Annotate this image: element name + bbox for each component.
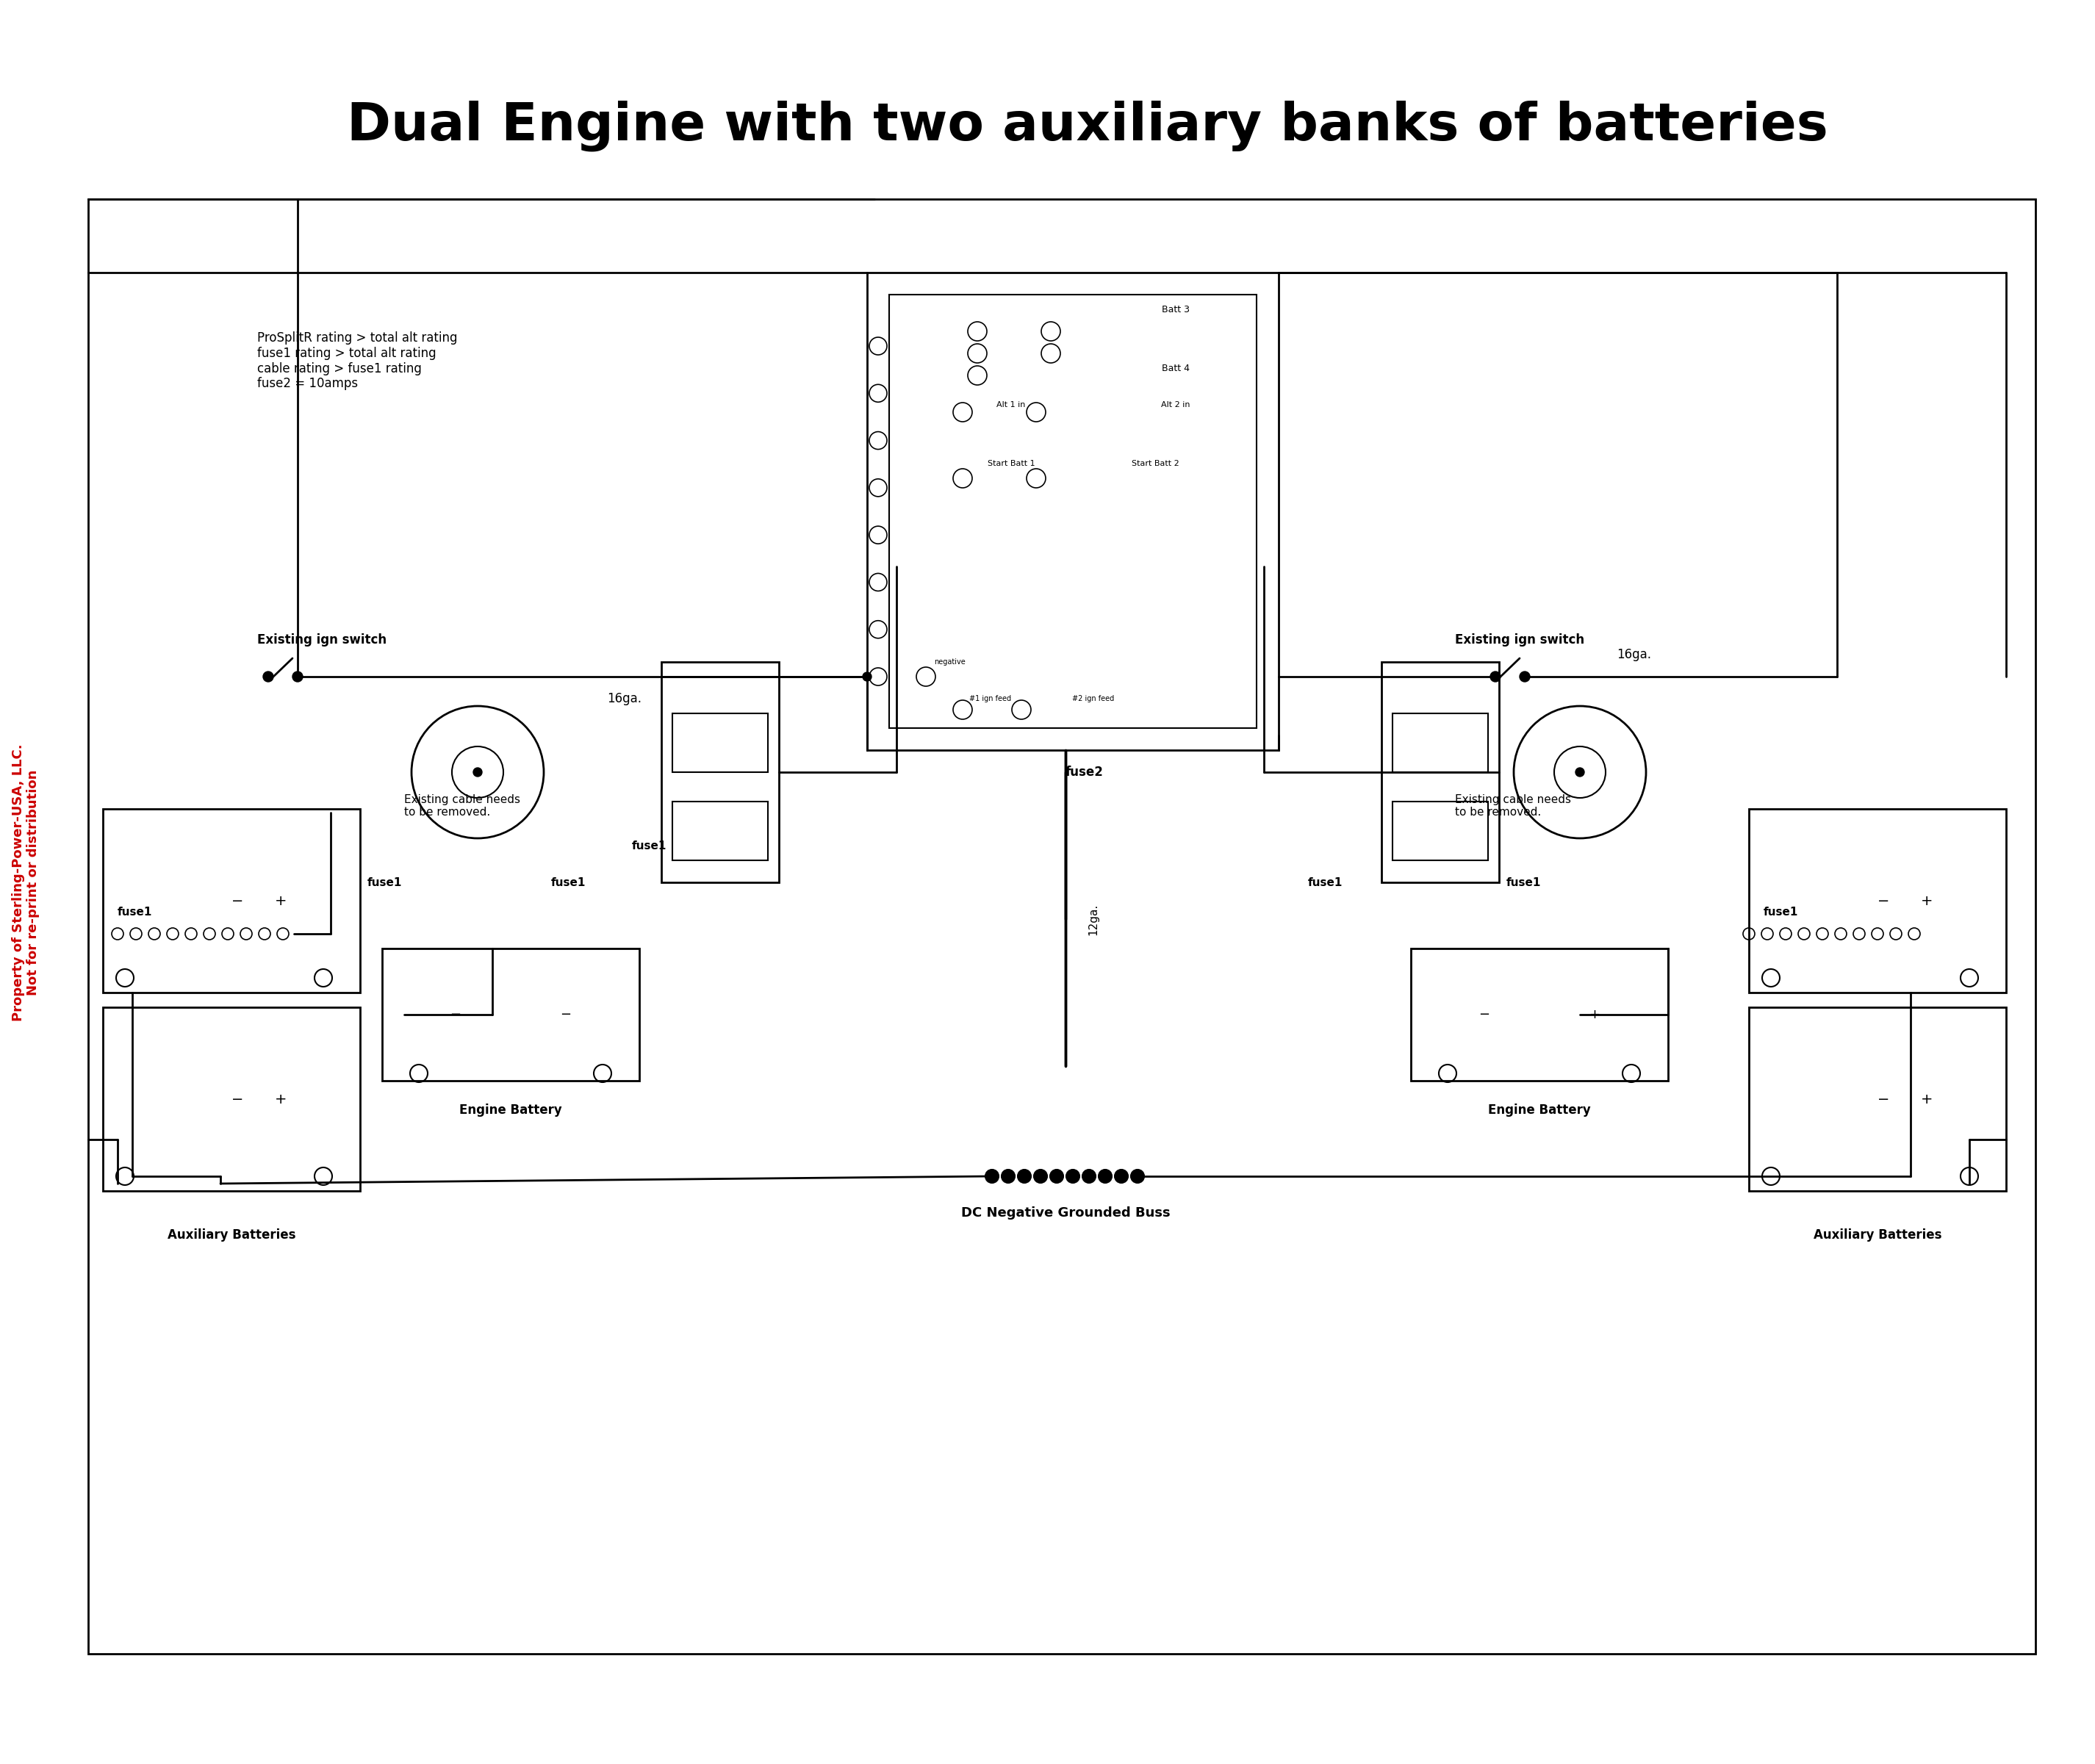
Bar <box>1410 949 1668 1081</box>
Text: DC Negative Grounded Buss: DC Negative Grounded Buss <box>962 1207 1171 1219</box>
Text: +: + <box>274 894 287 908</box>
Circle shape <box>1098 1170 1112 1184</box>
Text: fuse1: fuse1 <box>117 907 153 917</box>
Text: fuse1: fuse1 <box>1307 877 1343 887</box>
Text: Start Batt 2: Start Batt 2 <box>1131 460 1179 467</box>
Circle shape <box>1575 767 1584 776</box>
Text: fuse1: fuse1 <box>1506 877 1542 887</box>
Circle shape <box>1131 1170 1144 1184</box>
Circle shape <box>473 767 482 776</box>
Text: 16ga.: 16ga. <box>1617 647 1651 662</box>
Text: Property of Sterling-Power-USA, LLC.
Not for re-print or distribution: Property of Sterling-Power-USA, LLC. Not… <box>10 744 40 1021</box>
Bar <box>1381 662 1500 882</box>
Text: +: + <box>1590 1007 1601 1021</box>
Bar <box>381 949 639 1081</box>
Circle shape <box>1035 1170 1048 1184</box>
Text: −: − <box>230 1092 243 1106</box>
Circle shape <box>1115 1170 1127 1184</box>
Bar <box>888 295 1257 729</box>
Circle shape <box>1050 1170 1064 1184</box>
Text: −: − <box>450 1007 461 1021</box>
Circle shape <box>293 672 304 683</box>
Text: Engine Battery: Engine Battery <box>459 1104 561 1117</box>
Bar <box>867 273 1278 750</box>
Text: −: − <box>1877 894 1890 908</box>
Text: −: − <box>1877 1092 1890 1106</box>
Text: Dual Engine with two auxiliary banks of batteries: Dual Engine with two auxiliary banks of … <box>348 101 1829 152</box>
Text: Start Batt 1: Start Batt 1 <box>987 460 1035 467</box>
Bar <box>672 801 769 861</box>
Text: −: − <box>559 1007 572 1021</box>
Circle shape <box>1519 672 1529 683</box>
Text: Auxiliary Batteries: Auxiliary Batteries <box>1814 1228 1942 1242</box>
Text: fuse1: fuse1 <box>551 877 587 887</box>
Text: +: + <box>1921 894 1932 908</box>
Text: Batt 4: Batt 4 <box>1163 363 1190 372</box>
Text: Batt 3: Batt 3 <box>1163 305 1190 314</box>
Text: −: − <box>230 894 243 908</box>
Bar <box>103 810 360 993</box>
Text: +: + <box>274 1092 287 1106</box>
Text: ProSplitR rating > total alt rating
fuse1 rating > total alt rating
cable rating: ProSplitR rating > total alt rating fuse… <box>258 332 457 390</box>
Circle shape <box>1066 1170 1079 1184</box>
Bar <box>1749 810 2007 993</box>
Text: Auxiliary Batteries: Auxiliary Batteries <box>168 1228 295 1242</box>
Text: fuse1: fuse1 <box>633 840 666 852</box>
Bar <box>103 1007 360 1191</box>
Text: Existing cable needs
to be removed.: Existing cable needs to be removed. <box>1454 794 1571 818</box>
Bar <box>662 662 779 882</box>
Text: Engine Battery: Engine Battery <box>1487 1104 1590 1117</box>
Text: Alt 2 in: Alt 2 in <box>1161 400 1190 409</box>
Text: Alt 1 in: Alt 1 in <box>997 400 1027 409</box>
Bar <box>1393 713 1487 773</box>
Text: Existing cable needs
to be removed.: Existing cable needs to be removed. <box>404 794 520 818</box>
Text: fuse1: fuse1 <box>367 877 402 887</box>
Bar <box>88 199 2036 1655</box>
Bar <box>1393 801 1487 861</box>
Text: #1 ign feed: #1 ign feed <box>970 695 1012 702</box>
Text: #2 ign feed: #2 ign feed <box>1073 695 1115 702</box>
Bar <box>672 713 769 773</box>
Text: negative: negative <box>934 658 966 665</box>
Text: fuse1: fuse1 <box>1764 907 1798 917</box>
Circle shape <box>1018 1170 1031 1184</box>
Circle shape <box>1001 1170 1014 1184</box>
Text: Existing ign switch: Existing ign switch <box>258 633 388 647</box>
Circle shape <box>863 672 872 681</box>
Text: 16ga.: 16ga. <box>608 691 641 706</box>
Circle shape <box>264 672 272 683</box>
Circle shape <box>1083 1170 1096 1184</box>
Bar <box>1749 1007 2007 1191</box>
Circle shape <box>1490 672 1500 683</box>
Circle shape <box>985 1170 999 1184</box>
Text: 12ga.: 12ga. <box>1087 903 1098 935</box>
Text: Existing ign switch: Existing ign switch <box>1454 633 1584 647</box>
Text: −: − <box>1479 1007 1490 1021</box>
Text: fuse2: fuse2 <box>1066 766 1104 778</box>
Text: +: + <box>1921 1092 1932 1106</box>
